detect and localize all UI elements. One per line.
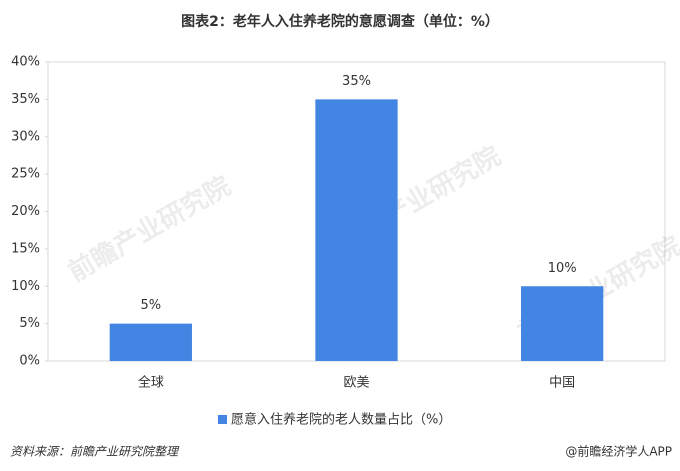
data-label: 35% <box>342 74 371 89</box>
y-tick-label: 15% <box>11 241 40 256</box>
source: 资料来源：前瞻产业研究院整理 <box>10 445 180 459</box>
bar <box>109 323 192 361</box>
bar <box>315 99 398 361</box>
data-label: 5% <box>141 298 162 313</box>
x-tick-label: 中国 <box>549 376 575 391</box>
y-tick-label: 0% <box>19 354 40 369</box>
y-tick-label: 35% <box>11 92 40 107</box>
y-tick-label: 40% <box>11 55 40 70</box>
y-tick-label: 5% <box>19 316 40 331</box>
y-tick-label: 10% <box>11 279 40 294</box>
data-label: 10% <box>548 261 577 276</box>
y-tick-label: 30% <box>11 129 40 144</box>
bar <box>521 286 604 361</box>
y-tick-label: 25% <box>11 167 40 182</box>
x-tick-label: 欧美 <box>343 376 369 391</box>
credit: @前瞻经济学人APP <box>565 444 672 459</box>
watermark: 前瞻产业研究院 <box>63 170 236 288</box>
chart-title: 图表2：老年人入住养老院的意愿调查（单位：%） <box>181 13 499 30</box>
legend-swatch <box>218 415 227 424</box>
legend-label: 愿意入住养老院的老人数量占比（%） <box>231 412 451 428</box>
x-tick-label: 全球 <box>138 375 164 391</box>
y-tick-label: 20% <box>11 204 40 219</box>
